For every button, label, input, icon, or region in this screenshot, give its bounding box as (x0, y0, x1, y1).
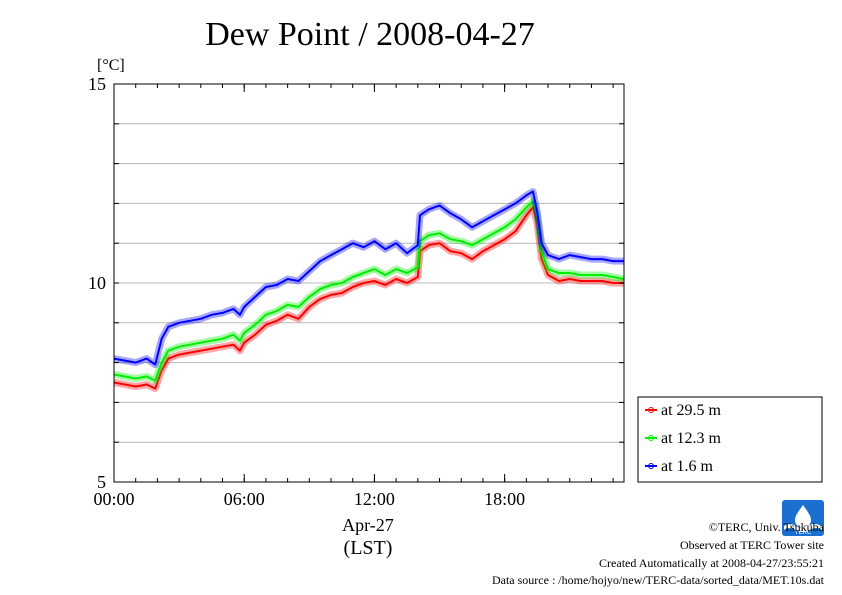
series-line-1 (113, 206, 624, 390)
y-tick-label: 15 (88, 74, 106, 94)
legend-label-3: at 1.6 m (661, 458, 714, 475)
series-line-3 (113, 190, 624, 366)
legend-marker-2 (648, 435, 654, 441)
footer-copyright: ©TERC, Univ. Tsukuba (708, 520, 824, 534)
x-axis-date-label: Apr-27 (342, 515, 394, 535)
x-axis-ticks: 00:00 06:00 12:00 18:00 (93, 84, 614, 509)
y-tick-label: 5 (97, 472, 106, 492)
y-tick-label: 10 (88, 273, 106, 293)
legend-label-2: at 12.3 m (661, 430, 722, 447)
legend-marker-3 (648, 463, 654, 469)
terc-logo-icon: TERC (782, 500, 824, 536)
footer-created: Created Automatically at 2008-04-27/23:5… (599, 556, 824, 570)
legend-box (637, 396, 823, 483)
chart-title: Dew Point / 2008-04-27 (205, 16, 535, 53)
footer-source: Data source : /home/hojyo/new/TERC-data/… (491, 573, 824, 587)
x-tick-label: 06:00 (224, 489, 265, 509)
series-lines (113, 188, 625, 392)
legend-marker-1 (648, 407, 654, 413)
logo-text: TERC (795, 530, 812, 536)
legend-label-1: at 29.5 m (661, 402, 722, 419)
footer-site: Observed at TERC Tower site (679, 538, 824, 552)
x-axis-timezone-label: (LST) (344, 537, 393, 559)
y-axis-ticks: 5 10 15 (88, 74, 624, 492)
x-tick-label: 00:00 (93, 489, 134, 509)
y-axis-label: [°C] (97, 57, 125, 74)
legend: at 29.5 m at 12.3 m at 1.6 m (637, 396, 823, 483)
x-tick-label: 12:00 (354, 489, 395, 509)
x-tick-label: 18:00 (484, 489, 525, 509)
series-halo-1 (113, 203, 624, 392)
